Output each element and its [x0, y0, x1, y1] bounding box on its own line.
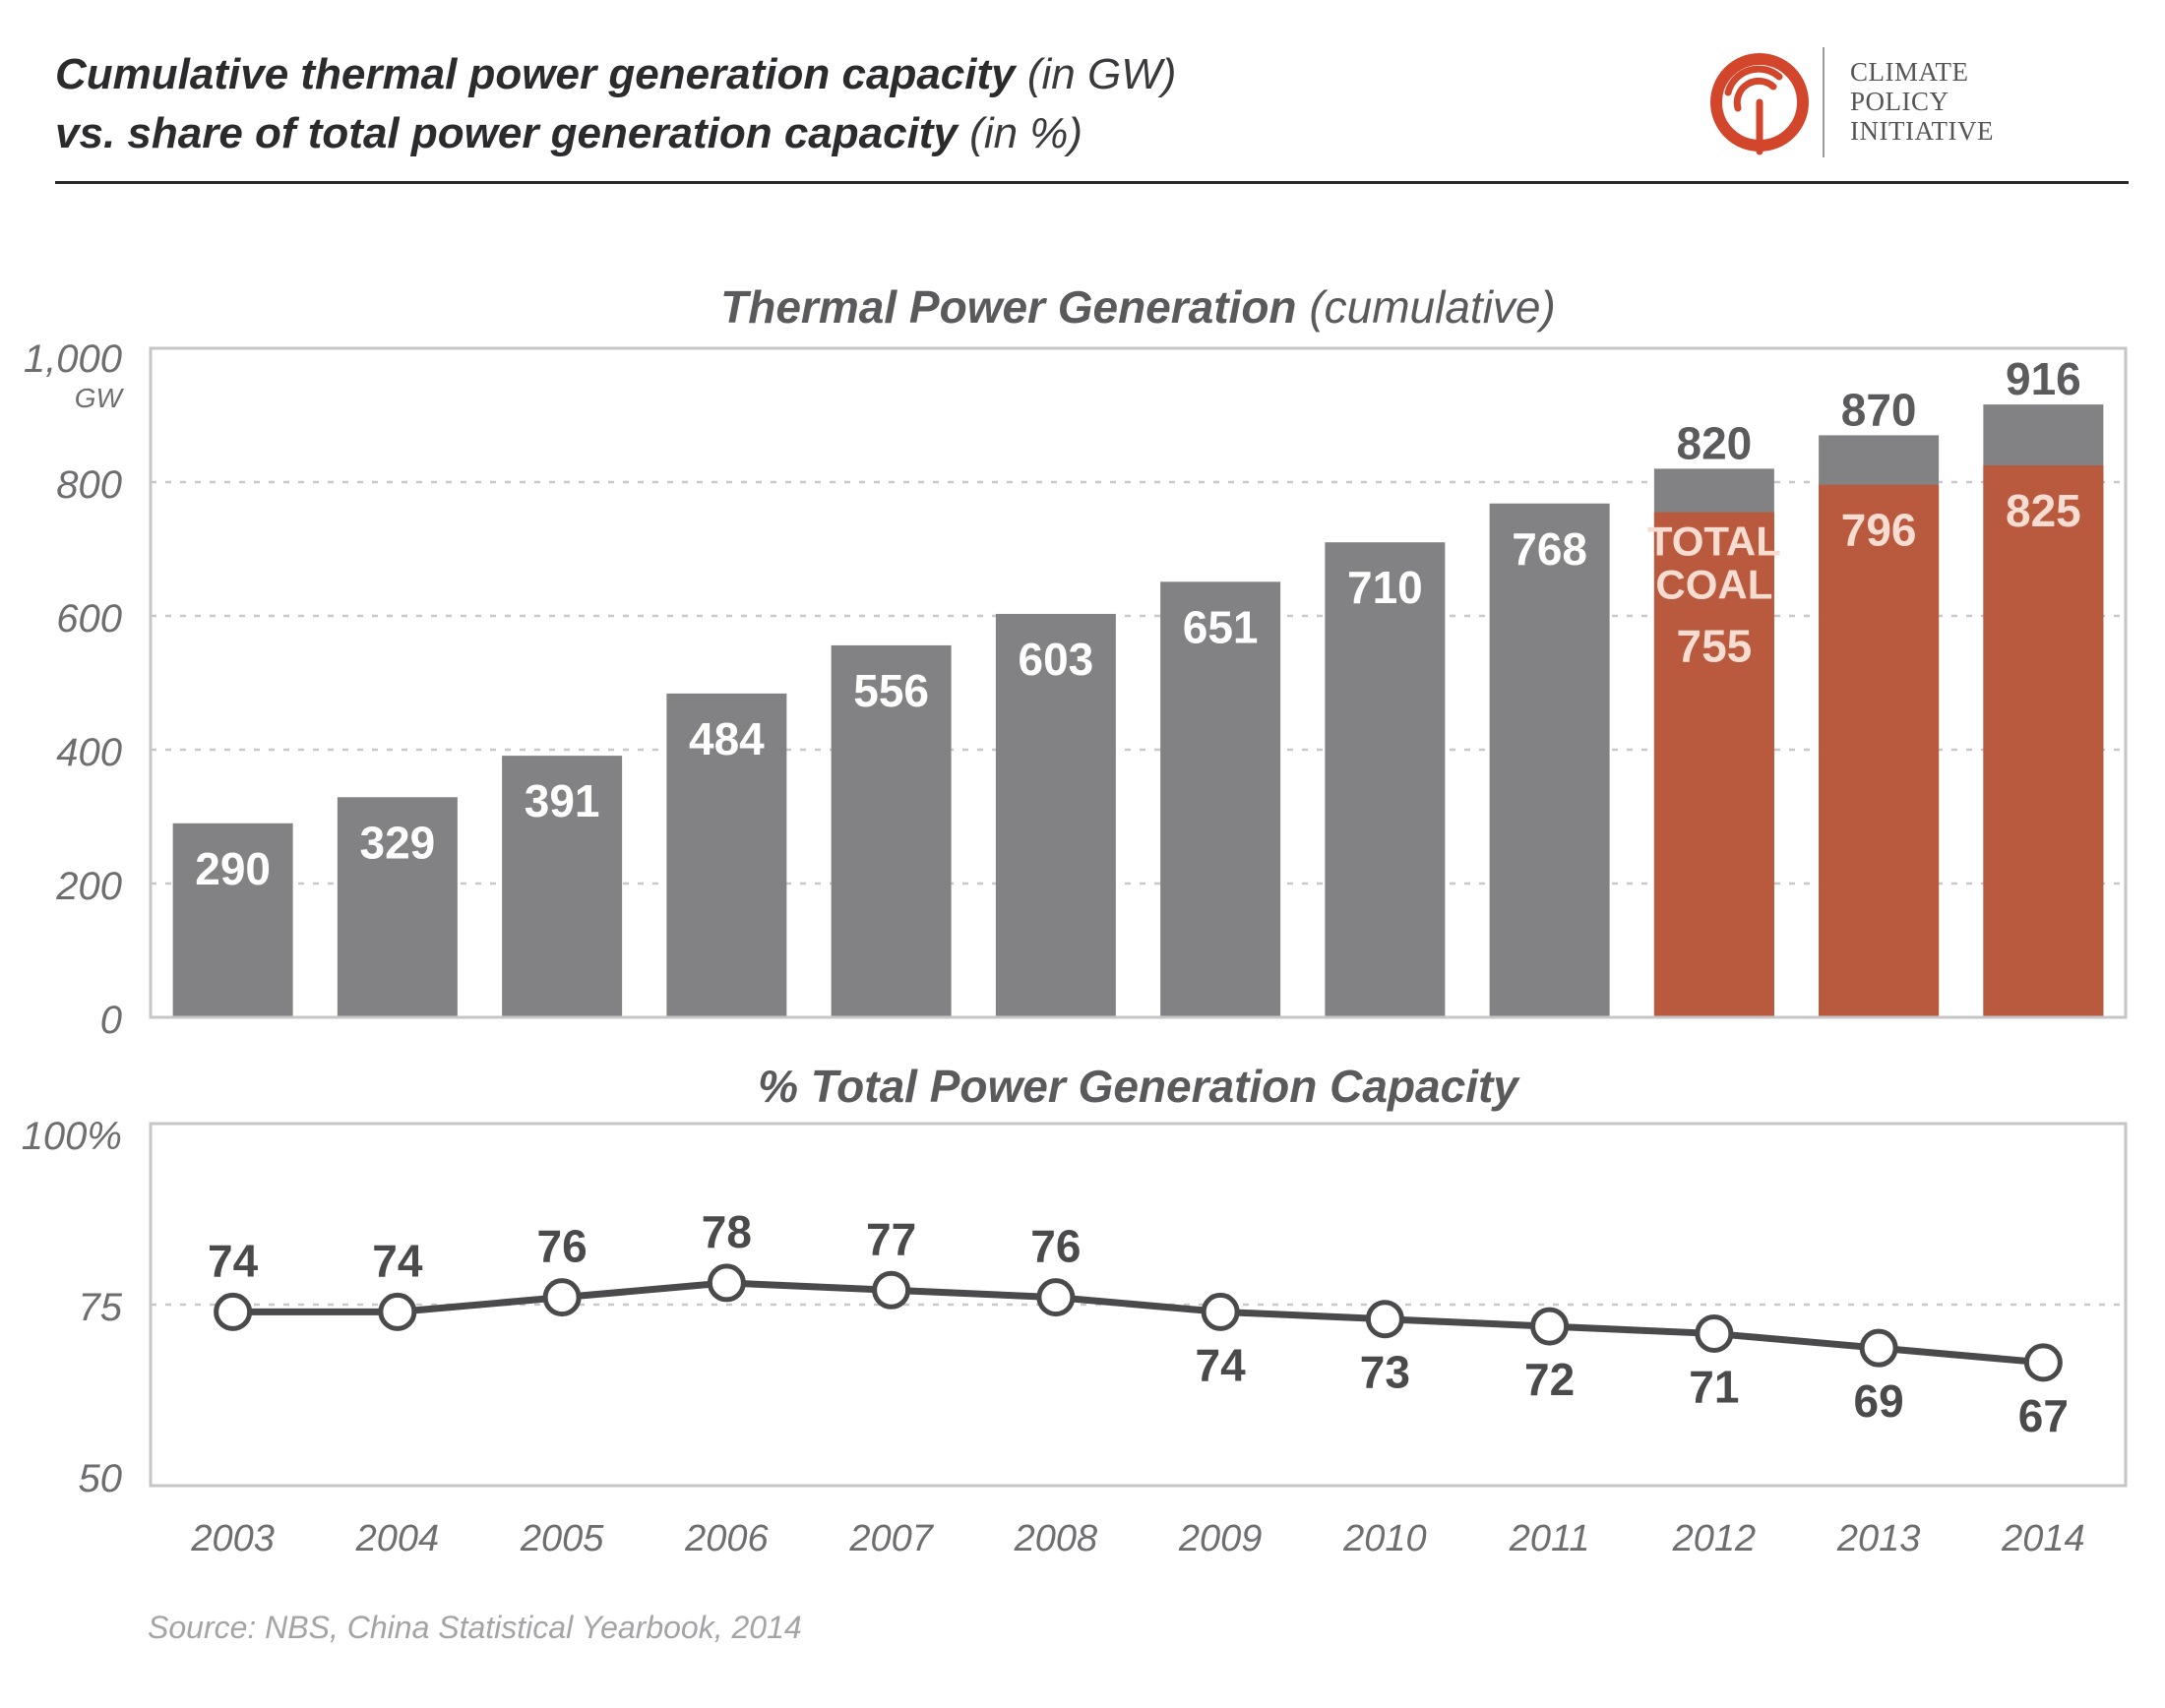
- coal-annotation-total: TOTAL: [1647, 518, 1781, 565]
- share-point: [214, 1292, 253, 1331]
- source-note: Source: NBS, China Statistical Yearbook,…: [148, 1610, 802, 1645]
- share-data-label: 69: [1854, 1375, 1904, 1427]
- line-y-tick-label: 100%: [22, 1115, 122, 1158]
- x-tick-label: 2007: [848, 1518, 934, 1559]
- share-data-label: 76: [537, 1221, 588, 1272]
- bar-y-tick-label: 400: [56, 731, 122, 774]
- thermal-total-label: 916: [2006, 353, 2081, 404]
- coal-annotation-coal: COAL: [1655, 562, 1772, 608]
- bar-panel-title: Thermal Power Generation (cumulative): [720, 281, 1556, 333]
- thermal-bar: [337, 797, 458, 1017]
- share-point: [1201, 1292, 1240, 1331]
- line-panel-title: % Total Power Generation Capacity: [758, 1061, 1520, 1112]
- climate-policy-initiative-logo-icon: [1710, 53, 1809, 155]
- title-line-1-unit: (in GW): [1026, 50, 1177, 98]
- share-point: [1859, 1328, 1898, 1368]
- share-data-label: 67: [2018, 1390, 2069, 1441]
- thermal-bar: [172, 823, 293, 1017]
- thermal-bar-label: 710: [1347, 562, 1423, 613]
- x-tick-label: 2014: [2001, 1518, 2085, 1559]
- share-data-label: 77: [866, 1213, 916, 1264]
- title-line-2-main: vs. share of total power generation capa…: [55, 109, 958, 157]
- x-tick-label: 2011: [1509, 1518, 1590, 1559]
- bar-y-tick-label: 200: [55, 865, 122, 908]
- x-tick-label: 2003: [190, 1518, 275, 1559]
- bar-panel-title-sub: (cumulative): [1309, 281, 1556, 333]
- thermal-bar-label: 484: [689, 713, 765, 764]
- title-divider: [55, 181, 2129, 184]
- share-data-label: 74: [208, 1235, 259, 1286]
- line-y-tick-label: 50: [79, 1457, 123, 1500]
- coal-bar: [1653, 512, 1774, 1017]
- bar-y-tick-label: 1,000: [24, 337, 122, 381]
- share-point: [707, 1263, 746, 1303]
- share-point: [1695, 1313, 1734, 1353]
- share-data-label: 74: [372, 1235, 423, 1286]
- share-point: [1530, 1307, 1570, 1346]
- thermal-bar-label: 768: [1512, 523, 1587, 575]
- share-data-label: 74: [1196, 1339, 1247, 1390]
- thermal-bar-label: 290: [195, 843, 271, 894]
- x-tick-label: 2012: [1672, 1518, 1757, 1559]
- thermal-bar: [666, 693, 787, 1017]
- share-point: [378, 1292, 417, 1331]
- thermal-bar-label: 603: [1019, 634, 1094, 685]
- coal-bar-label: 755: [1677, 621, 1753, 672]
- thermal-total-label: 870: [1841, 384, 1917, 435]
- share-point: [872, 1270, 911, 1310]
- thermal-bar-label: 391: [525, 775, 600, 826]
- thermal-bar: [1489, 503, 1610, 1017]
- share-point: [1036, 1278, 1076, 1317]
- x-tick-label: 2004: [355, 1518, 440, 1559]
- logo-wordmark: CLIMATE POLICY INITIATIVE: [1850, 57, 1994, 146]
- thermal-bar: [1325, 542, 1446, 1017]
- thermal-total-label: 820: [1677, 417, 1753, 468]
- logo-divider: [1823, 47, 1825, 157]
- bar-y-tick-label: 800: [56, 463, 122, 507]
- chart-canvas: Thermal Power Generation (cumulative) 0 20…: [22, 281, 2128, 1559]
- x-tick-label: 2013: [1836, 1518, 1921, 1559]
- title-line-1: Cumulative thermal power generation capa…: [55, 45, 1630, 104]
- logo-line-climate: CLIMATE: [1850, 57, 1969, 87]
- thermal-bar: [1160, 581, 1281, 1017]
- title-line-2-unit: (in %): [969, 109, 1083, 157]
- share-data-label: 72: [1524, 1354, 1575, 1405]
- logo-line-policy: POLICY: [1850, 87, 1949, 116]
- title-line-2: vs. share of total power generation capa…: [55, 104, 1630, 163]
- share-data-label: 76: [1030, 1221, 1081, 1272]
- x-tick-label: 2010: [1342, 1518, 1427, 1559]
- logo-line-initiative: INITIATIVE: [1850, 116, 1994, 146]
- share-point: [2023, 1343, 2063, 1382]
- coal-bar: [1983, 465, 2104, 1017]
- title-line-1-main: Cumulative thermal power generation capa…: [55, 50, 1016, 98]
- bar-y-axis-unit: GW: [75, 383, 125, 413]
- share-data-label: 73: [1360, 1347, 1410, 1398]
- bar-panel-title-main: Thermal Power Generation: [720, 281, 1309, 333]
- x-tick-label: 2008: [1014, 1518, 1098, 1559]
- thermal-bar-label: 651: [1183, 601, 1259, 652]
- line-panel-frame: [149, 1122, 2128, 1488]
- coal-bar-label: 825: [2006, 485, 2081, 536]
- line-y-tick-label: 75: [79, 1286, 123, 1329]
- thermal-bar-label: 329: [360, 817, 436, 868]
- x-tick-label: 2006: [684, 1518, 769, 1559]
- bar-y-tick-label: 0: [100, 999, 122, 1042]
- thermal-bar-label: 556: [853, 665, 929, 716]
- share-data-label: 78: [702, 1206, 752, 1257]
- x-tick-label: 2009: [1178, 1518, 1263, 1559]
- thermal-bar: [831, 644, 952, 1017]
- share-data-label: 71: [1689, 1361, 1739, 1412]
- coal-bar: [1819, 484, 1940, 1018]
- x-tick-label: 2005: [520, 1518, 604, 1559]
- share-point: [542, 1278, 582, 1317]
- thermal-bar: [995, 613, 1116, 1017]
- bar-panel-frame: [149, 346, 2128, 1019]
- chart-title-block: Cumulative thermal power generation capa…: [55, 45, 1630, 163]
- coal-bar-label: 796: [1841, 505, 1917, 556]
- share-line: [232, 1279, 2044, 1367]
- share-point: [1365, 1300, 1404, 1339]
- thermal-bar: [502, 756, 623, 1017]
- bar-y-tick-label: 600: [56, 597, 122, 640]
